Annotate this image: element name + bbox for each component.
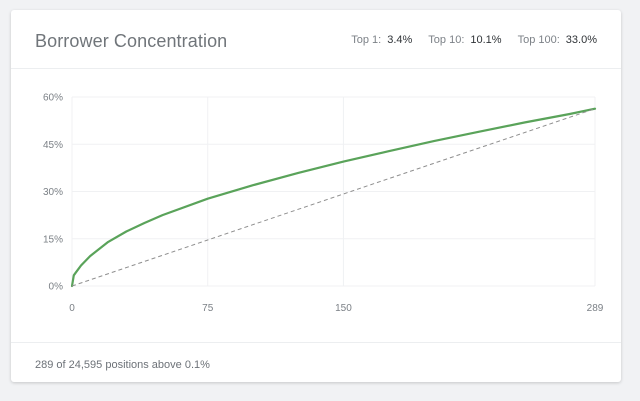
stat-value: 10.1% [470,34,502,46]
card-header: Borrower Concentration Top 1: 3.4% Top 1… [11,10,621,69]
stat-value: 3.4% [387,34,413,46]
y-tick-label: 15% [43,234,63,245]
y-tick-label: 60% [43,93,63,104]
x-tick-label: 75 [202,303,214,314]
concentration-chart: 0% 15% 30% 45% 60% 0 75 150 289 [11,69,621,341]
stat-top-10: Top 10: 10.1% [428,34,501,46]
chart-svg: 0% 15% 30% 45% 60% 0 75 150 289 [43,93,604,315]
concentration-curve [70,107,597,288]
y-tick-label: 45% [43,140,63,151]
x-tick-label: 0 [69,303,75,314]
card-title: Borrower Concentration [35,31,228,51]
stat-top-1: Top 1: 3.4% [351,34,412,46]
x-tick-label: 150 [335,303,352,314]
x-tick-label: 289 [587,303,604,314]
stat-value: 33.0% [565,34,597,46]
reference-diagonal-line [71,108,596,287]
stat-label: Top 100: [517,34,560,46]
stat-label: Top 10: [428,34,465,46]
top-stats: Top 1: 3.4% Top 10: 10.1% Top 100: 33.0% [351,34,597,46]
stat-label: Top 1: [351,34,382,46]
y-tick-label: 0% [49,282,64,293]
y-tick-label: 30% [43,187,63,198]
card-footer: 289 of 24,595 positions above 0.1% [11,342,621,383]
concentration-card: Borrower Concentration Top 1: 3.4% Top 1… [11,10,621,382]
footer-summary: 289 of 24,595 positions above 0.1% [35,359,210,371]
stat-top-100: Top 100: 33.0% [518,34,597,46]
